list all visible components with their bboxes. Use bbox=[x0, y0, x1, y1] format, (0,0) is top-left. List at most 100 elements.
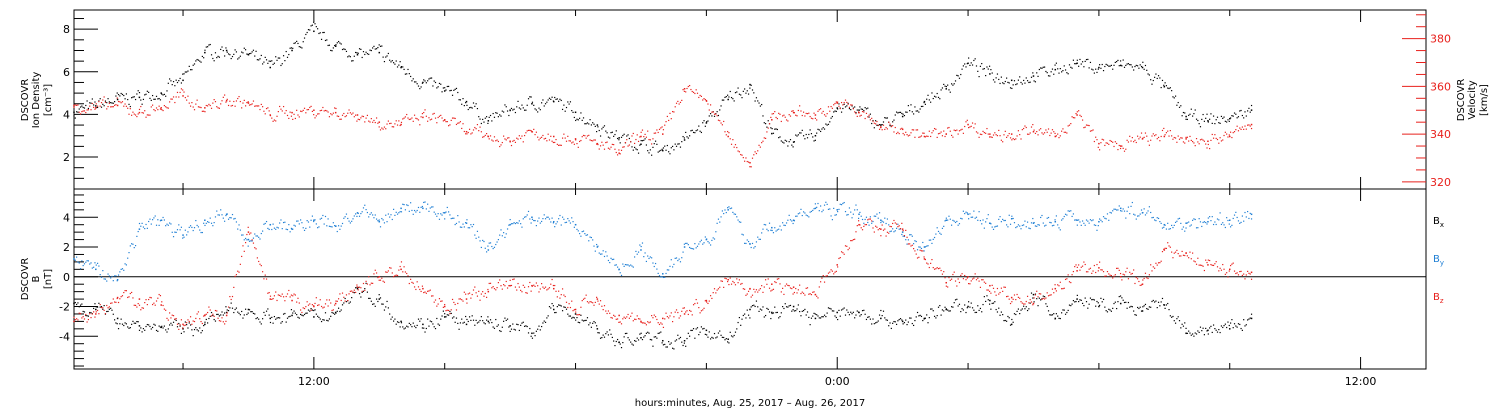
by-point bbox=[1169, 228, 1171, 230]
density-point bbox=[497, 116, 499, 118]
velocity-point bbox=[878, 128, 881, 130]
velocity-point bbox=[516, 137, 518, 139]
bx-point bbox=[509, 325, 511, 327]
bz-point bbox=[673, 316, 675, 318]
by-point bbox=[712, 237, 714, 239]
by-point bbox=[901, 231, 904, 233]
bx-point bbox=[509, 330, 511, 333]
bx-point bbox=[839, 315, 841, 317]
by-point bbox=[868, 224, 870, 226]
bz-point bbox=[751, 294, 754, 296]
bz-point bbox=[560, 294, 562, 296]
bz-point bbox=[924, 258, 926, 261]
density-point bbox=[480, 122, 482, 125]
velocity-point bbox=[560, 144, 562, 146]
density-point bbox=[412, 78, 414, 80]
bz-point bbox=[258, 260, 260, 263]
by-point bbox=[1205, 221, 1207, 224]
by-point bbox=[534, 220, 536, 222]
density-point bbox=[922, 105, 924, 108]
bx-point bbox=[1184, 322, 1186, 324]
bx-point bbox=[690, 329, 692, 332]
bz-point bbox=[721, 280, 723, 282]
bz-point bbox=[1032, 302, 1035, 305]
bx-point bbox=[1051, 314, 1054, 316]
by-point bbox=[221, 214, 223, 216]
density-point bbox=[1180, 105, 1182, 107]
bz-point bbox=[835, 270, 837, 273]
density-point bbox=[140, 99, 142, 101]
density-point bbox=[1189, 113, 1191, 115]
density-point bbox=[238, 57, 240, 59]
bz-point bbox=[823, 281, 826, 283]
velocity-point bbox=[839, 107, 841, 110]
bz-point bbox=[1133, 269, 1135, 271]
velocity-point bbox=[797, 109, 799, 112]
bx-point bbox=[400, 322, 403, 324]
bx-point bbox=[279, 317, 281, 319]
bz-point bbox=[1155, 262, 1157, 264]
velocity-point bbox=[826, 113, 828, 115]
velocity-point bbox=[840, 101, 843, 104]
density-point bbox=[203, 57, 205, 59]
by-point bbox=[486, 251, 488, 253]
bz-point bbox=[369, 284, 371, 286]
density-point bbox=[772, 132, 775, 134]
bx-point bbox=[1227, 321, 1229, 323]
density-point bbox=[567, 101, 569, 103]
by-point bbox=[273, 227, 276, 229]
bx-point bbox=[1172, 315, 1174, 318]
by-point bbox=[585, 234, 587, 236]
velocity-point bbox=[125, 105, 127, 107]
by-point bbox=[161, 219, 163, 221]
bx-point bbox=[463, 321, 465, 323]
density-point bbox=[662, 147, 665, 149]
by-point bbox=[1172, 226, 1174, 229]
bz-point bbox=[1076, 270, 1078, 272]
bx-point bbox=[1040, 299, 1042, 301]
velocity-point bbox=[425, 115, 427, 117]
velocity-point bbox=[800, 110, 802, 112]
density-point bbox=[1228, 117, 1231, 120]
density-point bbox=[290, 47, 293, 49]
velocity-point bbox=[588, 134, 590, 136]
by-point bbox=[1243, 220, 1245, 222]
velocity-point bbox=[419, 124, 421, 126]
by-point bbox=[480, 246, 482, 249]
density-point bbox=[458, 99, 460, 101]
bz-point bbox=[918, 256, 920, 258]
bz-point bbox=[1121, 279, 1123, 281]
by-point bbox=[962, 210, 964, 212]
by-point bbox=[1151, 217, 1153, 219]
by-point bbox=[134, 245, 137, 247]
density-point bbox=[674, 143, 676, 145]
velocity-point bbox=[73, 104, 75, 107]
velocity-point bbox=[264, 113, 266, 115]
density-point bbox=[425, 82, 427, 84]
bx-point bbox=[1079, 299, 1081, 301]
density-point bbox=[459, 99, 462, 101]
bx-point bbox=[795, 310, 797, 312]
bz-point bbox=[1010, 296, 1013, 299]
bx-point bbox=[957, 305, 959, 307]
bx-point bbox=[751, 305, 754, 307]
velocity-point bbox=[1211, 133, 1213, 136]
bx-point bbox=[355, 287, 357, 289]
by-point bbox=[949, 218, 951, 220]
bz-point bbox=[1212, 264, 1215, 267]
velocity-point bbox=[389, 122, 391, 125]
by-point bbox=[1046, 217, 1048, 219]
by-point bbox=[1010, 218, 1013, 220]
velocity-point bbox=[237, 97, 239, 100]
velocity-point bbox=[157, 109, 159, 111]
bx-point bbox=[212, 314, 214, 317]
bz-point bbox=[78, 312, 80, 314]
density-point bbox=[1063, 65, 1065, 67]
density-point bbox=[453, 89, 455, 91]
by-point bbox=[548, 218, 551, 220]
by-point bbox=[170, 223, 172, 225]
velocity-point bbox=[810, 117, 813, 119]
density-point bbox=[146, 90, 148, 92]
bx-point bbox=[365, 282, 367, 284]
velocity-point bbox=[952, 136, 954, 138]
